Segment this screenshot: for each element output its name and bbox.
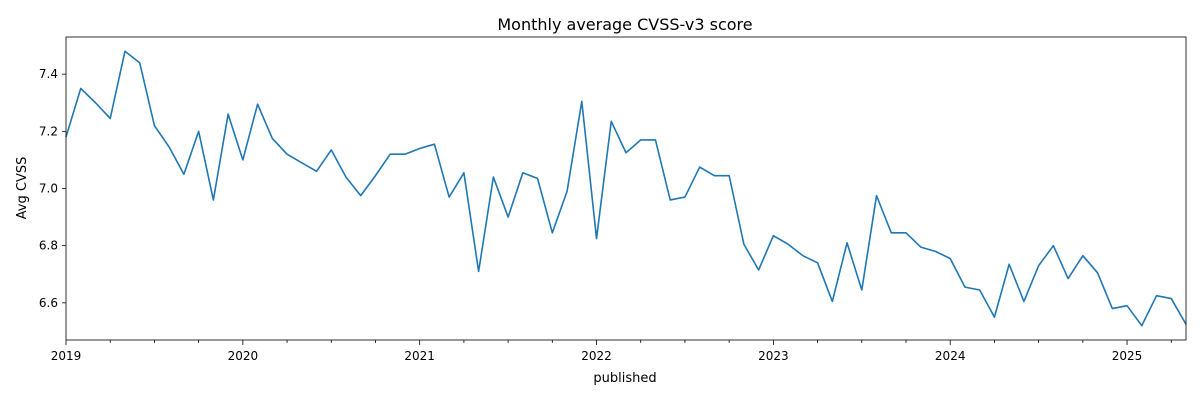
x-tick-label: 2019: [51, 349, 82, 363]
x-tick-label: 2021: [404, 349, 435, 363]
y-tick-label: 6.6: [39, 296, 58, 310]
y-tick-label: 7.0: [39, 182, 58, 196]
y-tick-label: 6.8: [39, 239, 58, 253]
y-tick-label: 7.2: [39, 124, 58, 138]
y-axis-label: Avg CVSS: [15, 157, 30, 220]
plot-area: [65, 50, 1187, 327]
x-tick-label: 2023: [758, 349, 789, 363]
y-tick-label: 7.4: [39, 67, 58, 81]
x-tick-label: 2020: [228, 349, 259, 363]
x-tick-label: 2022: [581, 349, 612, 363]
y-axis: 6.6 6.8 7.0 7.2 7.4: [39, 67, 66, 310]
x-axis: 2019 2020 2021 2022 2023 2024 2025: [51, 340, 1172, 363]
x-tick-label: 2025: [1112, 349, 1143, 363]
chart-title: Monthly average CVSS-v3 score: [497, 15, 752, 34]
x-axis-label: published: [593, 371, 656, 386]
series-line-0: [65, 50, 1187, 327]
x-tick-label: 2024: [935, 349, 966, 363]
plot-frame: [65, 36, 1187, 341]
